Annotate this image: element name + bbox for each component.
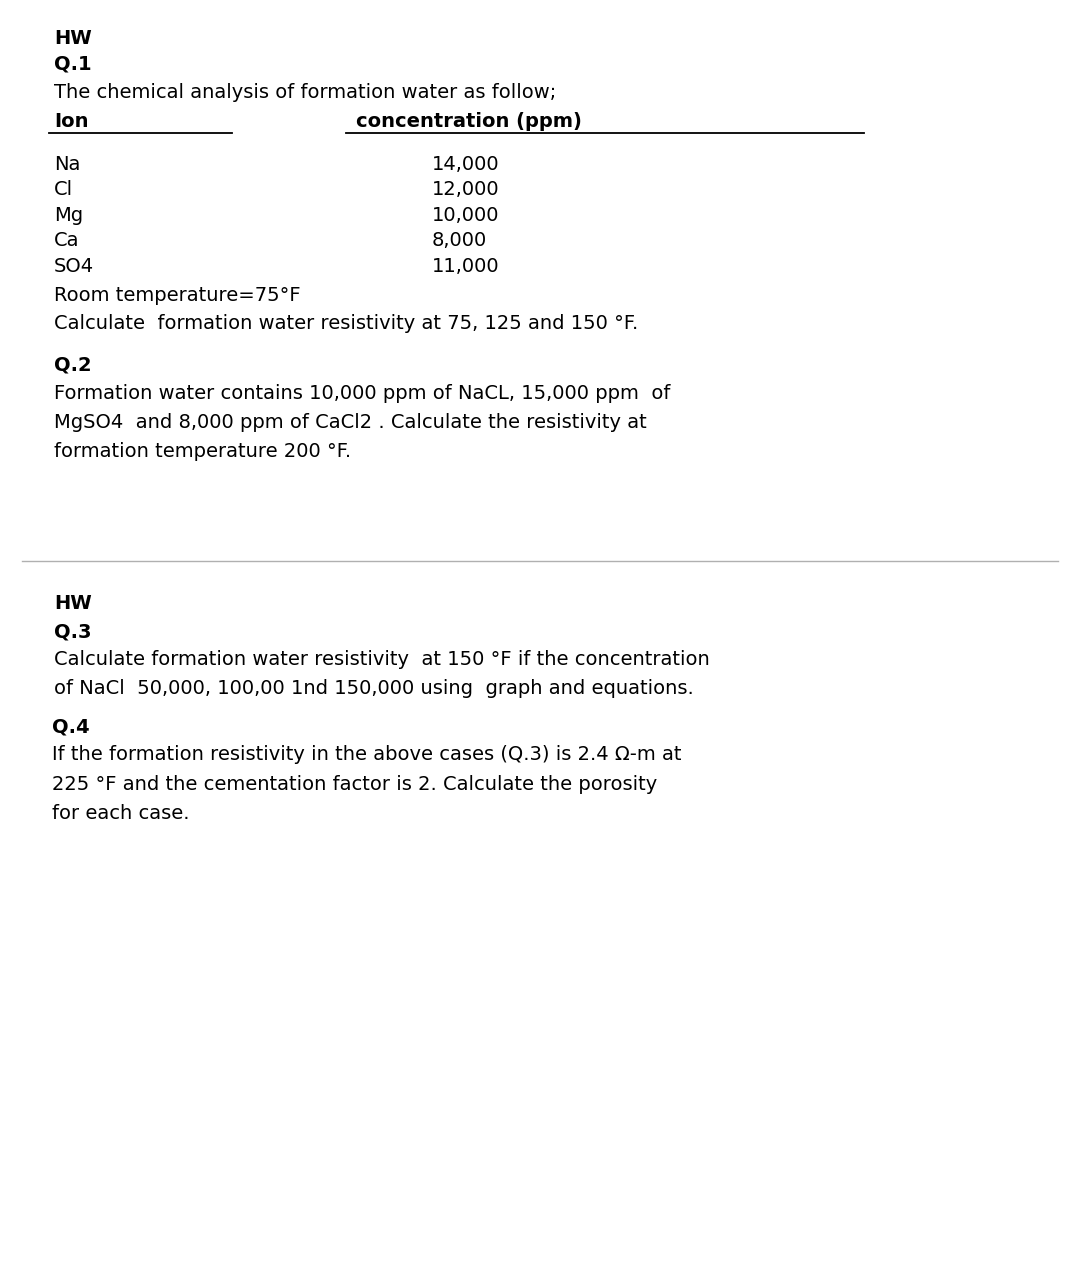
- Text: 8,000: 8,000: [432, 231, 487, 250]
- Text: Cl: Cl: [54, 180, 73, 199]
- Text: Na: Na: [54, 155, 80, 174]
- Text: 225 °F and the cementation factor is 2. Calculate the porosity: 225 °F and the cementation factor is 2. …: [52, 775, 657, 794]
- Text: Mg: Mg: [54, 206, 83, 225]
- Text: MgSO4  and 8,000 ppm of CaCl2 . Calculate the resistivity at: MgSO4 and 8,000 ppm of CaCl2 . Calculate…: [54, 413, 647, 432]
- Text: Q.4: Q.4: [52, 718, 90, 737]
- Text: The chemical analysis of formation water as follow;: The chemical analysis of formation water…: [54, 83, 556, 102]
- Text: Q.2: Q.2: [54, 356, 92, 375]
- Text: Q.1: Q.1: [54, 55, 92, 74]
- Text: HW: HW: [54, 594, 92, 613]
- Text: concentration (ppm): concentration (ppm): [356, 112, 582, 131]
- Text: 11,000: 11,000: [432, 257, 500, 276]
- Text: for each case.: for each case.: [52, 804, 189, 823]
- Text: 10,000: 10,000: [432, 206, 499, 225]
- Text: Calculate  formation water resistivity at 75, 125 and 150 °F.: Calculate formation water resistivity at…: [54, 314, 638, 333]
- Text: Room temperature=75°F: Room temperature=75°F: [54, 286, 300, 305]
- Text: SO4: SO4: [54, 257, 94, 276]
- Text: If the formation resistivity in the above cases (Q.3) is 2.4 Ω-m at: If the formation resistivity in the abov…: [52, 745, 681, 765]
- Text: HW: HW: [54, 29, 92, 48]
- Text: Ion: Ion: [54, 112, 89, 131]
- Text: formation temperature 200 °F.: formation temperature 200 °F.: [54, 442, 351, 461]
- Text: Formation water contains 10,000 ppm of NaCL, 15,000 ppm  of: Formation water contains 10,000 ppm of N…: [54, 384, 671, 403]
- Text: 14,000: 14,000: [432, 155, 500, 174]
- Text: Q.3: Q.3: [54, 622, 92, 641]
- Text: 12,000: 12,000: [432, 180, 500, 199]
- Text: Ca: Ca: [54, 231, 80, 250]
- Text: Calculate formation water resistivity  at 150 °F if the concentration: Calculate formation water resistivity at…: [54, 650, 710, 669]
- Text: of NaCl  50,000, 100,00 1nd 150,000 using  graph and equations.: of NaCl 50,000, 100,00 1nd 150,000 using…: [54, 679, 693, 699]
